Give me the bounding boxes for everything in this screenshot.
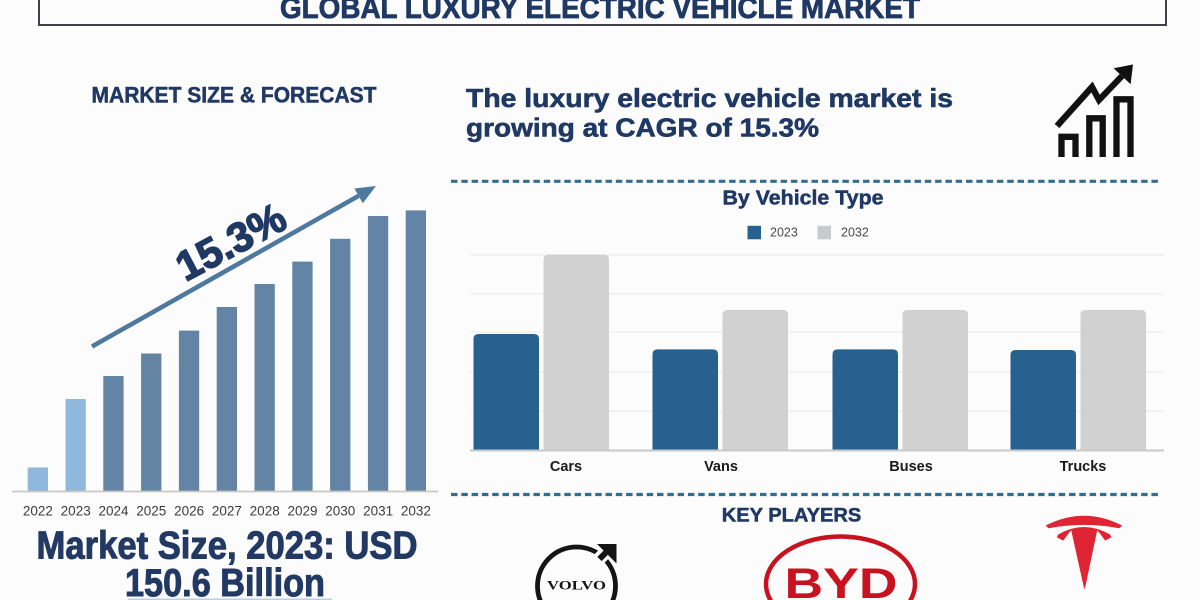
svg-text:2032: 2032	[841, 226, 869, 240]
svg-text:2023: 2023	[770, 226, 798, 240]
svg-text:2030: 2030	[325, 504, 355, 519]
svg-text:GLOBAL LUXURY ELECTRIC VEHICLE: GLOBAL LUXURY ELECTRIC VEHICLE MARKET	[280, 0, 920, 25]
svg-text:2024: 2024	[98, 504, 129, 519]
svg-text:2023: 2023	[61, 504, 91, 519]
svg-text:2028: 2028	[250, 504, 280, 519]
svg-text:Trucks: Trucks	[1060, 459, 1107, 475]
svg-text:KEY PLAYERS: KEY PLAYERS	[722, 506, 862, 527]
svg-text:Buses: Buses	[889, 459, 933, 475]
svg-text:2029: 2029	[287, 504, 317, 519]
svg-text:MARKET SIZE & FORECAST: MARKET SIZE & FORECAST	[92, 83, 378, 108]
svg-text:2032: 2032	[401, 504, 431, 519]
svg-text:Market Size, 2023: USD: Market Size, 2023: USD	[37, 525, 418, 568]
svg-text:2022: 2022	[23, 504, 53, 519]
svg-text:2026: 2026	[174, 504, 204, 519]
svg-text:2031: 2031	[363, 504, 393, 519]
svg-text:2025: 2025	[136, 504, 166, 519]
svg-text:2027: 2027	[212, 504, 242, 519]
svg-text:The luxury electric vehicle ma: The luxury electric vehicle market is	[466, 83, 953, 113]
svg-text:growing at CAGR of 15.3%: growing at CAGR of 15.3%	[466, 113, 819, 143]
svg-text:By Vehicle Type: By Vehicle Type	[723, 187, 884, 210]
svg-text:Cars: Cars	[550, 459, 582, 475]
svg-text:Vans: Vans	[704, 459, 738, 475]
svg-text:150.6 Billion: 150.6 Billion	[125, 562, 325, 600]
svg-text:VOLVO: VOLVO	[547, 579, 606, 593]
svg-text:BYD: BYD	[785, 560, 898, 600]
